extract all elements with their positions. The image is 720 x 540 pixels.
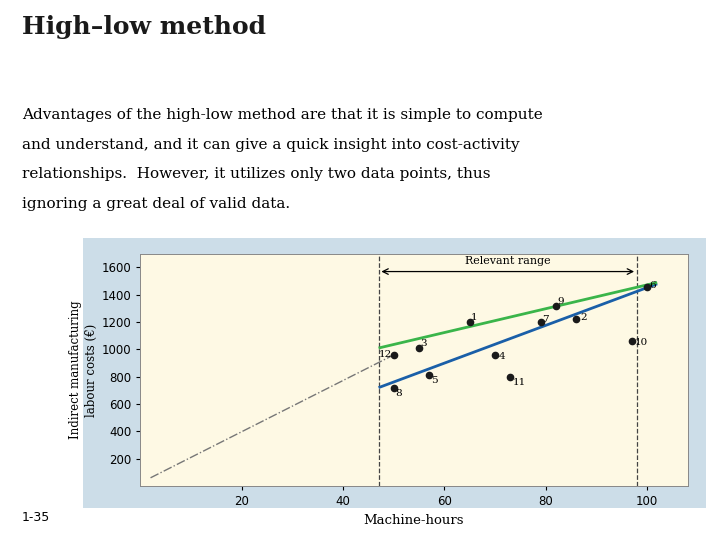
Text: 5: 5 [431, 376, 437, 386]
Text: 9: 9 [557, 297, 564, 306]
Text: ignoring a great deal of valid data.: ignoring a great deal of valid data. [22, 197, 289, 211]
Text: Relevant range: Relevant range [465, 256, 551, 266]
Text: 1-35: 1-35 [22, 511, 50, 524]
Text: 6: 6 [649, 281, 656, 290]
Text: 8: 8 [395, 389, 402, 397]
Text: relationships.  However, it utilizes only two data points, thus: relationships. However, it utilizes only… [22, 167, 490, 181]
Text: Advantages of the high-low method are that it is simple to compute: Advantages of the high-low method are th… [22, 108, 542, 122]
Text: 12: 12 [379, 350, 392, 360]
Text: 10: 10 [634, 338, 648, 347]
Text: 2: 2 [580, 314, 587, 322]
Text: 4: 4 [499, 352, 505, 361]
Text: 1: 1 [472, 314, 478, 322]
Text: 7: 7 [542, 315, 549, 324]
Text: High–low method: High–low method [22, 15, 266, 39]
Text: 11: 11 [513, 377, 526, 387]
Text: 3: 3 [420, 340, 427, 348]
X-axis label: Machine-hours: Machine-hours [364, 514, 464, 526]
Text: and understand, and it can give a quick insight into cost-activity: and understand, and it can give a quick … [22, 138, 519, 152]
Y-axis label: Indirect manufacturing
labour costs (€): Indirect manufacturing labour costs (€) [69, 301, 97, 439]
